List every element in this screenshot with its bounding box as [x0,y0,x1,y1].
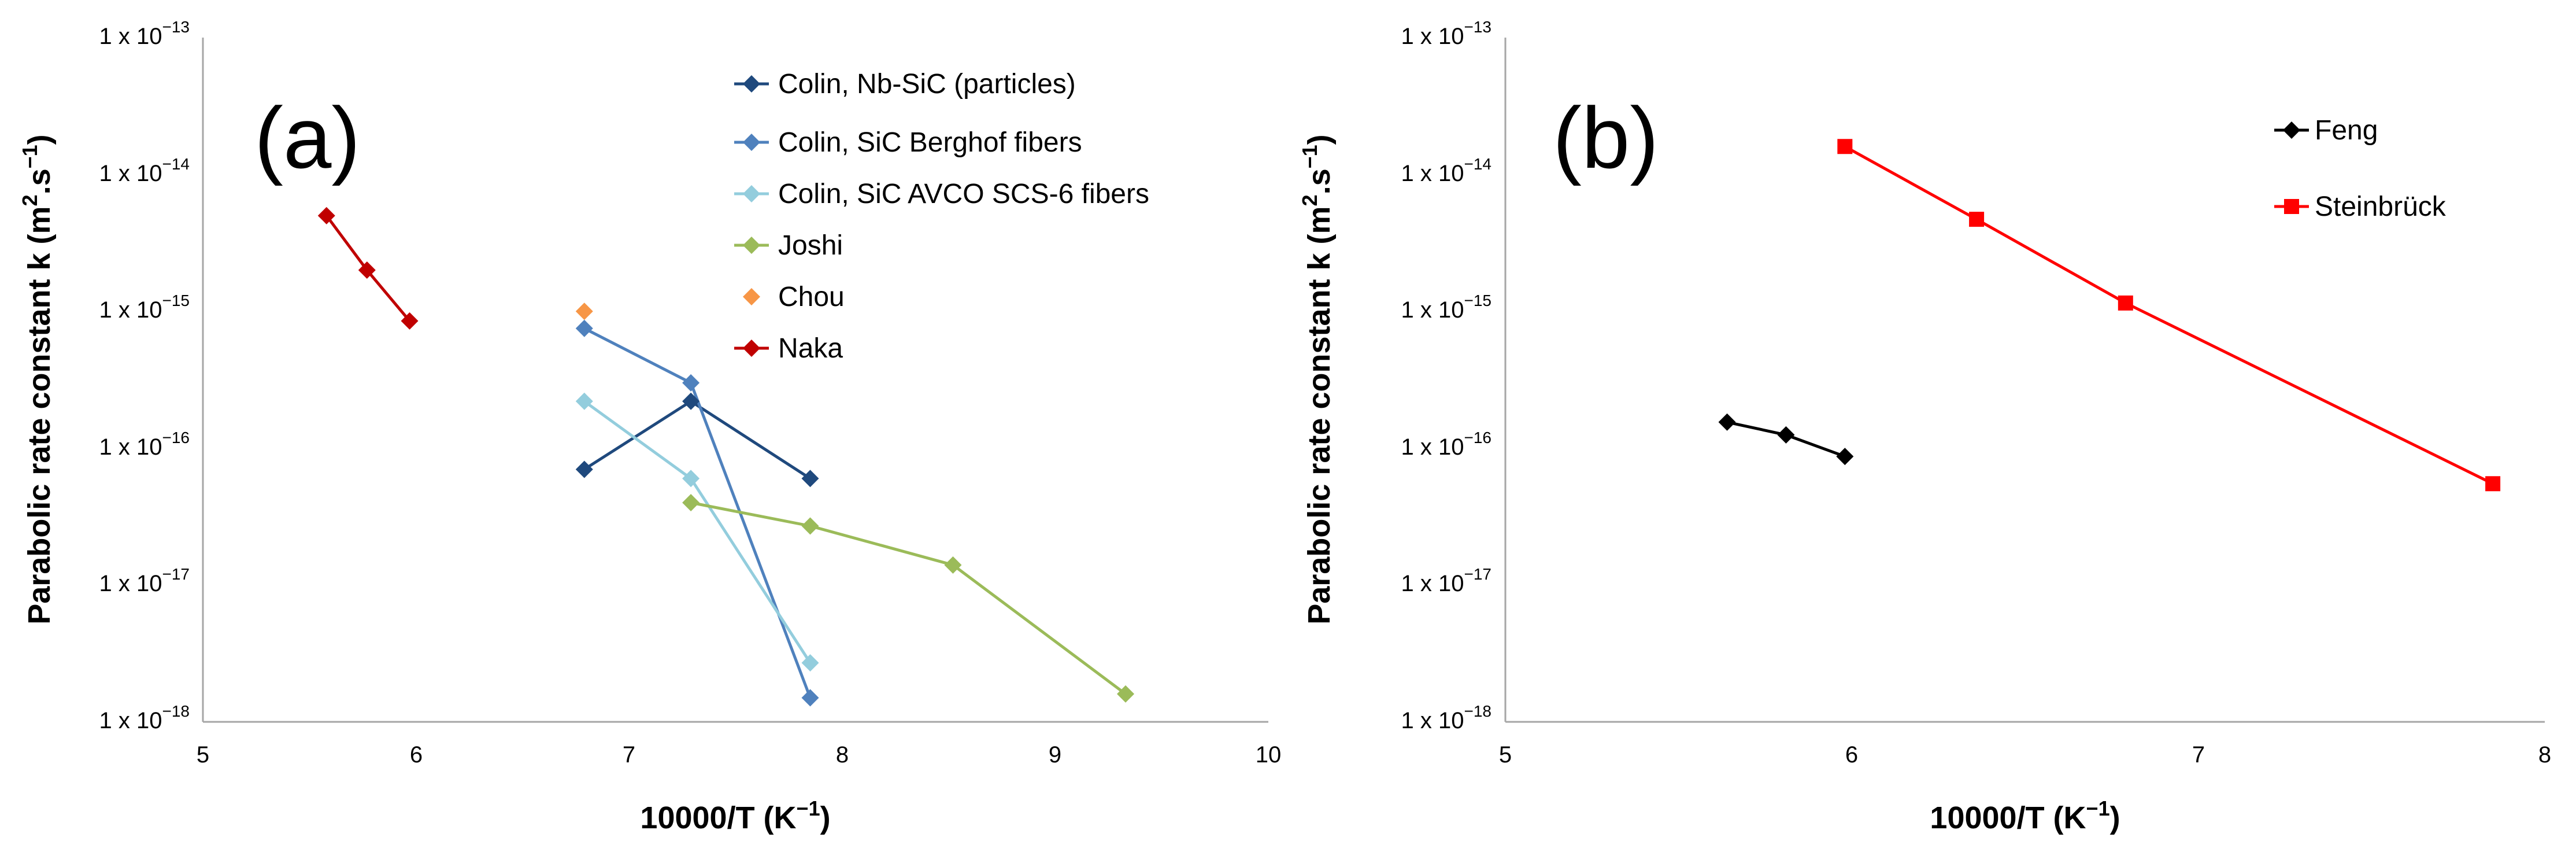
legend-label: Steinbrück [2315,191,2447,222]
panel-b-y-tick: 1 x 10−13 [1401,18,1491,49]
panel-a-label: (a) [254,89,360,186]
data-point-a-colin-nb-sic-particles-2 [682,392,700,410]
panel-a-y-tick: 1 x 10−18 [99,702,190,733]
data-point-a-colin-sic-avco-scs-6-fibers-1 [575,392,593,410]
panel-a-y-tick: 1 x 10−14 [99,155,190,186]
legend-item: Chou [743,282,845,312]
panel-a-y-tick: 1 x 10−13 [99,18,190,49]
panel-b-x-tick: 8 [2538,742,2551,768]
panel-b-x-ticks: 5 6 7 8 [1499,742,2551,768]
panel-b-y-tick: 1 x 10−17 [1401,565,1491,596]
panel-a-x-tick: 8 [836,742,849,768]
panel-b-x-tick: 5 [1499,742,1512,768]
panel-a-y-ticks: 1 x 10−18 1 x 10−17 1 x 10−16 1 x 10−15 … [99,18,190,733]
panel-a-x-ticks: 5 6 7 8 9 10 [197,742,1281,768]
panel-b-y-tick: 1 x 10−16 [1401,429,1491,459]
data-point-a-joshi-4 [1117,685,1135,703]
panel-b-x-tick: 7 [2192,742,2205,768]
panel-a-y-tick: 1 x 10−15 [99,292,190,322]
data-point-b-feng-2 [1777,426,1795,444]
panel-a-x-tick: 7 [623,742,635,768]
legend-marker [743,340,760,357]
legend-item: Steinbrück [2274,191,2447,222]
panel-b-x-tick: 6 [1845,742,1858,768]
legend-marker [743,185,760,202]
data-point-a-joshi-2 [801,517,819,535]
series-line-a-joshi [690,501,1127,695]
legend-label: Colin, Nb-SiC (particles) [778,69,1076,99]
data-point-a-colin-nb-sic-particles-3 [801,470,819,488]
data-point-a-colin-sic-avco-scs-6-fibers-2 [682,470,700,488]
legend-item: Feng [2274,115,2378,146]
data-point-a-colin-sic-berghof-fibers-3 [801,689,819,707]
panel-a-x-tick: 9 [1049,742,1061,768]
legend-marker [743,288,760,305]
panel-a-x-axis-title: 10000/T (K−1) [640,796,830,835]
legend-label: Colin, SiC Berghof fibers [778,127,1082,158]
legend-item: Naka [734,333,843,364]
data-point-a-colin-sic-berghof-fibers-1 [575,319,593,337]
series-line-a-colin-nb-sic-particles [583,400,811,480]
panel-b-y-tick: 1 x 10−14 [1401,155,1491,186]
panel-a-series-lines [325,215,1127,699]
data-point-a-joshi-1 [682,493,700,511]
panel-b-label: (b) [1553,89,1659,186]
legend-item: Colin, Nb-SiC (particles) [734,69,1076,99]
legend-label: Naka [778,333,843,364]
panel-b-y-tick: 1 x 10−15 [1401,292,1491,322]
panel-a-x-tick: 10 [1256,742,1282,768]
chart-panel-a: (a) 1 x 10−18 1 x 10−17 1 x 10−16 1 x 10… [18,18,1281,835]
legend-marker [2283,121,2300,139]
legend-label: Chou [778,282,845,312]
data-point-a-colin-nb-sic-particles-1 [575,460,593,478]
legend-item: Joshi [734,230,843,261]
data-point-b-steinbr-ck-4 [2485,476,2501,492]
data-point-a-colin-sic-avco-scs-6-fibers-3 [801,654,819,672]
data-point-a-naka-1 [317,206,335,224]
data-point-a-naka-2 [358,261,376,279]
panel-a-y-tick: 1 x 10−16 [99,429,190,459]
data-point-b-steinbr-ck-1 [1837,139,1853,154]
legend-label: Feng [2315,115,2378,146]
legend-item: Colin, SiC Berghof fibers [734,127,1082,158]
legend-item: Colin, SiC AVCO SCS-6 fibers [734,179,1149,209]
panel-a-legend: Colin, Nb-SiC (particles) Colin, SiC Ber… [734,69,1149,364]
legend-label: Joshi [778,230,843,261]
panel-b-y-ticks: 1 x 10−18 1 x 10−17 1 x 10−16 1 x 10−15 … [1401,18,1491,733]
data-point-b-steinbr-ck-3 [2118,295,2133,311]
panel-a-y-axis-title: Parabolic rate constant k (m2.s−1) [18,134,57,624]
panel-b-legend: Feng Steinbrück [2274,115,2447,222]
data-point-b-feng-3 [1836,448,1854,466]
data-point-a-chou-1 [575,303,593,320]
data-point-a-naka-3 [401,312,419,330]
panel-b-y-tick: 1 x 10−18 [1401,702,1491,733]
panel-b-y-axis-title: Parabolic rate constant k (m2.s−1) [1298,134,1337,624]
chart-panel-b: (b) 1 x 10−18 1 x 10−17 1 x 10−16 1 x 10… [1298,18,2551,835]
legend-marker [743,237,760,254]
panel-a-x-tick: 6 [410,742,423,768]
data-point-a-colin-sic-berghof-fibers-2 [682,374,700,392]
series-line-b-steinbr-ck [1844,145,2494,485]
data-point-a-joshi-3 [944,556,962,574]
legend-label: Colin, SiC AVCO SCS-6 fibers [778,179,1149,209]
panel-a-x-tick: 5 [197,742,209,768]
panel-a-series-markers [317,206,1135,707]
panel-b-x-axis-title: 10000/T (K−1) [1930,796,2120,835]
series-line-a-colin-sic-avco-scs-6-fibers [583,400,812,664]
data-point-b-steinbr-ck-2 [1969,212,1985,227]
panel-a-y-tick: 1 x 10−17 [99,565,190,596]
legend-marker [2284,199,2299,214]
panel-b-series-markers [1718,139,2501,492]
legend-marker [743,75,760,93]
legend-marker [743,134,760,151]
data-point-b-feng-1 [1718,413,1736,431]
